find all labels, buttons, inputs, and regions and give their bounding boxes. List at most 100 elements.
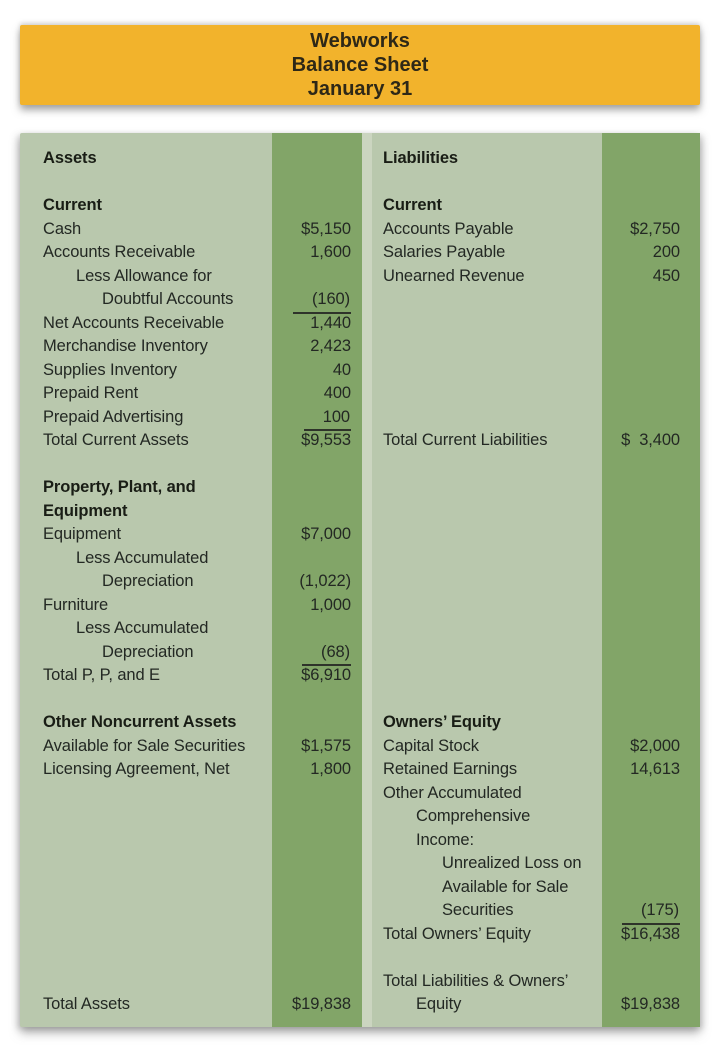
assets-amount-column <box>272 133 362 1027</box>
account-label: Net Accounts Receivable <box>43 313 225 332</box>
account-label: Equipment <box>43 501 128 520</box>
amount-value: $ 3,400 <box>621 431 680 449</box>
half-divider <box>362 664 372 688</box>
amount-cell <box>602 805 700 829</box>
amount-value: (160) <box>292 288 351 314</box>
amount-cell <box>272 852 362 876</box>
amount-cell <box>602 852 700 876</box>
account-label: Salaries Payable <box>383 243 506 261</box>
amount-cell: $16,438 <box>602 923 700 947</box>
amount-value: $5,150 <box>301 219 351 238</box>
amount-cell <box>272 617 362 641</box>
account-label: Prepaid Advertising <box>43 407 184 426</box>
account-label: Depreciation <box>102 572 194 590</box>
half-divider <box>362 359 372 383</box>
amount-cell: 450 <box>602 265 700 289</box>
amount-cell <box>602 288 700 312</box>
account-label <box>372 570 602 594</box>
account-label: Available for Sale Securities <box>43 736 246 755</box>
report-title: Balance Sheet <box>291 54 429 76</box>
balance-sheet-row: Available for Sale <box>20 876 700 900</box>
half-divider <box>362 805 372 829</box>
half-divider <box>362 899 372 923</box>
account-label: Total P, P, and E <box>43 666 160 684</box>
half-divider <box>362 476 372 500</box>
amount-cell: 200 <box>602 241 700 265</box>
amount-cell <box>602 406 700 430</box>
amount-cell <box>272 899 362 923</box>
amount-cell <box>602 617 700 641</box>
account-label: Merchandise Inventory <box>43 337 208 355</box>
amount-cell <box>602 570 700 594</box>
account-label: Depreciation <box>102 642 194 661</box>
account-label: Cash <box>43 219 82 238</box>
account-label: Equipment <box>43 525 121 543</box>
amount-cell: (68) <box>272 641 362 666</box>
amount-cell <box>272 829 362 853</box>
half-divider <box>362 782 372 806</box>
half-divider <box>362 312 372 336</box>
account-label: Available for Sale <box>442 877 569 896</box>
half-divider <box>362 852 372 876</box>
balance-sheet-row: Prepaid Rent 400 <box>20 382 700 406</box>
amount-cell: $6,910 <box>272 664 362 688</box>
account-label: Unearned Revenue <box>383 266 525 285</box>
account-label <box>20 805 272 829</box>
balance-sheet-row: Licensing Agreement, Net 1,800 Retained Ea… <box>20 758 700 782</box>
amount-value: $7,000 <box>301 525 351 543</box>
half-divider <box>362 147 372 171</box>
account-label <box>20 970 272 994</box>
account-label <box>20 852 272 876</box>
amount-cell <box>602 970 700 994</box>
report-date: January 31 <box>307 78 413 100</box>
account-label: Capital Stock <box>383 736 479 755</box>
account-label <box>20 829 272 853</box>
amount-cell <box>272 476 362 500</box>
half-divider <box>362 500 372 524</box>
amount-cell <box>602 594 700 618</box>
amount-cell: $2,000 <box>602 735 700 759</box>
amount-value: (68) <box>302 641 351 666</box>
balance-sheet: Assets Liabilities Current Current Cash $5,15… <box>20 133 700 1027</box>
half-divider <box>362 617 372 641</box>
amount-cell <box>602 194 700 218</box>
account-label: Current <box>383 196 442 214</box>
half-divider <box>362 993 372 1017</box>
amount-cell <box>602 500 700 524</box>
amount-value: 200 <box>652 243 680 261</box>
balance-sheet-row: Income: <box>20 829 700 853</box>
account-label <box>372 547 602 571</box>
balance-sheet-row: Less Accumulated <box>20 617 700 641</box>
account-label: Doubtful Accounts <box>102 290 234 308</box>
half-divider <box>362 265 372 289</box>
account-label: Less Accumulated <box>76 548 209 567</box>
account-label: Property, Plant, and <box>43 478 196 496</box>
account-label <box>372 664 602 688</box>
amount-value: $19,838 <box>292 995 351 1013</box>
balance-sheet-row: Total Liabilities & Owners’ <box>20 970 700 994</box>
amount-value: $1,575 <box>301 736 351 755</box>
amount-cell: 1,440 <box>272 312 362 336</box>
account-label <box>372 523 602 547</box>
amount-value: 1,600 <box>310 243 351 261</box>
amount-value: (175) <box>621 899 680 925</box>
balance-sheet-row: Securities (175) <box>20 899 700 925</box>
half-divider <box>362 570 372 594</box>
company-name: Webworks <box>310 30 410 52</box>
balance-sheet-row: Equipment <box>20 500 700 524</box>
balance-sheet-row: Total Owners’ Equity $16,438 <box>20 923 700 947</box>
account-label: Supplies Inventory <box>43 360 177 379</box>
account-label: Current <box>43 196 102 214</box>
balance-sheet-row: Total Assets $19,838 Equity $19,838 <box>20 993 700 1017</box>
balance-sheet-row: Prepaid Advertising 100 <box>20 406 700 431</box>
balance-sheet-row: Assets Liabilities <box>20 147 700 171</box>
account-label: Total Owners’ Equity <box>383 924 531 943</box>
account-label: Unrealized Loss on <box>442 854 582 872</box>
half-divider <box>362 288 372 312</box>
amount-cell: (175) <box>602 899 700 925</box>
half-divider <box>362 923 372 947</box>
balance-sheet-row: Doubtful Accounts (160) <box>20 288 700 314</box>
account-label <box>372 476 602 500</box>
amount-cell: 1,600 <box>272 241 362 265</box>
account-label: Equity <box>416 995 462 1013</box>
